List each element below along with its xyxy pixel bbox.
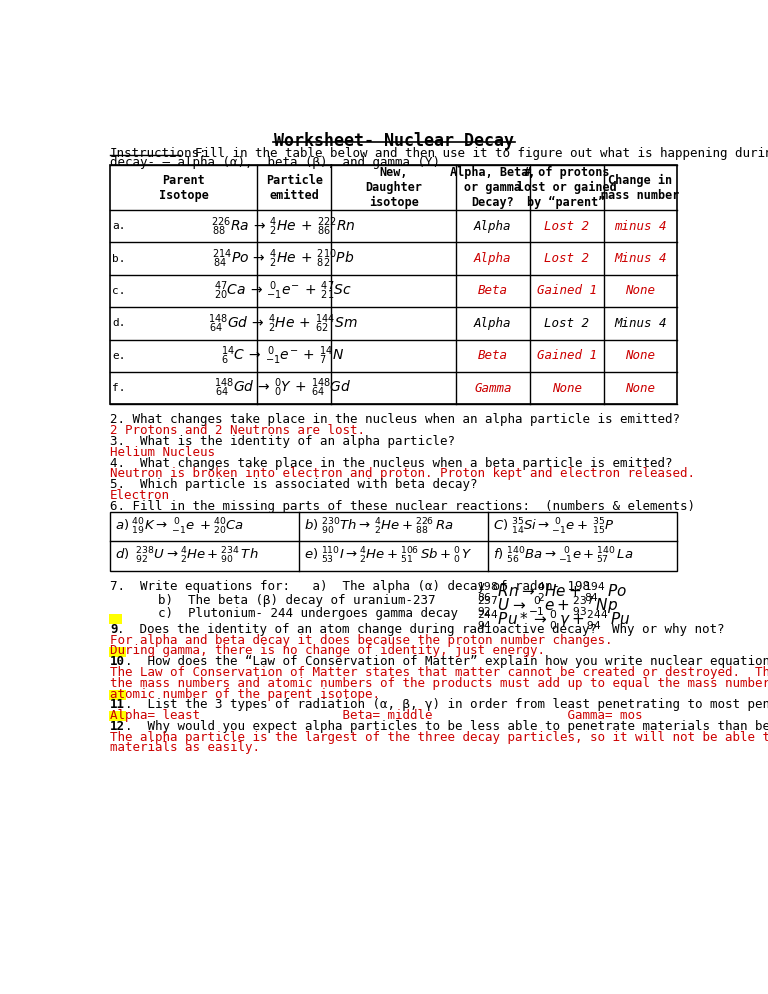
Text: .  How does the “Law of Conservation of Matter” explain how you write nuclear eq: . How does the “Law of Conservation of M… (125, 655, 768, 668)
Text: Alpha= least                   Beta= middle                  Gamma= mos: Alpha= least Beta= middle Gamma= mos (110, 709, 643, 722)
Text: 12: 12 (110, 720, 125, 733)
Text: None: None (625, 349, 655, 362)
Text: $b)\;_{90}^{230}Th\rightarrow\,_{2}^{4}He+_{88}^{226}\,Ra$: $b)\;_{90}^{230}Th\rightarrow\,_{2}^{4}H… (303, 517, 453, 537)
Text: 11: 11 (110, 699, 125, 712)
Text: $_{\, 64}^{148}Gd\,\rightarrow\,_{0}^{0}Y\,+\,_{64}^{148}Gd$: $_{\, 64}^{148}Gd\,\rightarrow\,_{0}^{0}… (214, 377, 352, 400)
Text: $_{\, 64}^{148}Gd\,\rightarrow\,_{2}^{4}He\,+\,_{62}^{144}Sm$: $_{\, 64}^{148}Gd\,\rightarrow\,_{2}^{4}… (208, 312, 358, 335)
Bar (109, 690, 126, 700)
Text: # of protons
lost or gained
by “parent”: # of protons lost or gained by “parent” (517, 166, 617, 210)
Text: 2. What changes take place in the nucleus when an alpha particle is emitted?: 2. What changes take place in the nucleu… (110, 414, 680, 426)
Text: Beta: Beta (478, 284, 508, 297)
Text: $_{92}^{237}U\rightarrow_{-1}^{\;\;0}e+_{93}^{237}\,Np$: $_{92}^{237}U\rightarrow_{-1}^{\;\;0}e+_… (477, 595, 618, 618)
Text: b.: b. (112, 253, 126, 263)
Text: 9: 9 (110, 623, 118, 636)
Text: materials as easily.: materials as easily. (110, 742, 260, 754)
Text: 10: 10 (110, 655, 125, 668)
Text: Instructions:: Instructions: (110, 147, 207, 160)
Text: 4.  What changes take place in the nucleus when a beta particle is emitted?: 4. What changes take place in the nucleu… (110, 456, 673, 469)
Text: Electron: Electron (110, 489, 170, 502)
Text: decay- – alpha (α),  beta (β), and gamma (Y): decay- – alpha (α), beta (β), and gamma … (110, 156, 440, 169)
Text: .  List the 3 types of radiation (α, β, γ) in order from least penetrating to mo: . List the 3 types of radiation (α, β, γ… (125, 699, 768, 712)
Bar (110, 165, 677, 405)
Text: d.: d. (112, 318, 126, 328)
Text: Alpha, Beta,
or gamma
Decay?: Alpha, Beta, or gamma Decay? (450, 166, 535, 210)
Text: Gained 1: Gained 1 (537, 284, 597, 297)
Text: $C)\;_{14}^{35}Si\rightarrow_{-1}^{\;0}e+\,_{15}^{35}P$: $C)\;_{14}^{35}Si\rightarrow_{-1}^{\;0}e… (493, 517, 614, 537)
Text: 2 Protons and 2 Neutrons are lost.: 2 Protons and 2 Neutrons are lost. (110, 424, 365, 437)
Text: f.: f. (112, 383, 126, 393)
Text: Change in
mass number: Change in mass number (601, 174, 680, 202)
Text: e.: e. (112, 351, 126, 361)
Text: minus 4: minus 4 (614, 220, 667, 233)
Text: atomic number of the parent isotope.: atomic number of the parent isotope. (110, 688, 380, 701)
Text: 3.  What is the identity of an alpha particle?: 3. What is the identity of an alpha part… (110, 435, 455, 448)
Text: Gained 1: Gained 1 (537, 349, 597, 362)
Text: Parent
Isotope: Parent Isotope (159, 174, 209, 202)
Text: $_{94}^{244}Pu*\rightarrow_{0}^{0}\,\gamma+_{94}^{244}\,Pu$: $_{94}^{244}Pu*\rightarrow_{0}^{0}\,\gam… (477, 609, 631, 632)
Text: None: None (625, 284, 655, 297)
Text: Lost 2: Lost 2 (544, 317, 589, 330)
Text: c)  Plutonium- 244 undergoes gamma decay: c) Plutonium- 244 undergoes gamma decay (158, 607, 458, 620)
Text: During gamma, there is no change of identity, just energy.: During gamma, there is no change of iden… (110, 644, 545, 657)
Text: Beta: Beta (478, 349, 508, 362)
Text: c.: c. (112, 286, 126, 296)
Bar (109, 614, 121, 624)
Text: None: None (551, 382, 581, 395)
Text: Alpha: Alpha (474, 252, 511, 265)
Text: $e)\;_{53}^{110}I\rightarrow_{2}^{4}He+_{51}^{106}\,Sb+_{0}^{0}\,Y$: $e)\;_{53}^{110}I\rightarrow_{2}^{4}He+_… (303, 546, 472, 566)
Text: Lost 2: Lost 2 (544, 252, 589, 265)
Text: Fill in the table below and then use it to figure out what is happening during e: Fill in the table below and then use it … (180, 147, 768, 160)
Text: a.: a. (112, 222, 126, 232)
Text: $_{\, 88}^{226}Ra\,\rightarrow\,_{2}^{4}He\,+\,_{86}^{222}Rn$: $_{\, 88}^{226}Ra\,\rightarrow\,_{2}^{4}… (210, 215, 356, 238)
Text: 7.  Write equations for:   a)  The alpha (α) decay of radon- 198: 7. Write equations for: a) The alpha (α)… (110, 580, 590, 592)
Text: New,
Daughter
isotope: New, Daughter isotope (365, 166, 422, 210)
Text: 5.  Which particle is associated with beta decay?: 5. Which particle is associated with bet… (110, 478, 478, 491)
Text: b)  The beta (β) decay of uranium-237: b) The beta (β) decay of uranium-237 (158, 593, 435, 606)
Text: Worksheet- Nuclear Decay: Worksheet- Nuclear Decay (273, 131, 514, 150)
Text: 6. Fill in the missing parts of these nuclear reactions:  (numbers & elements): 6. Fill in the missing parts of these nu… (110, 500, 695, 513)
Text: The alpha particle is the largest of the three decay particles, so it will not b: The alpha particle is the largest of the… (110, 731, 768, 744)
Text: $_{6}^{14}C\,\rightarrow\,_{-1}^{\;0}e^{-}\,+\,_{7}^{14}N$: $_{6}^{14}C\,\rightarrow\,_{-1}^{\;0}e^{… (221, 344, 345, 367)
Bar (109, 647, 126, 657)
Text: Lost 2: Lost 2 (544, 220, 589, 233)
Text: $f)\;_{56}^{140}Ba\rightarrow_{-1}^{\;\;0}e+_{57}^{140}\,La$: $f)\;_{56}^{140}Ba\rightarrow_{-1}^{\;\;… (493, 546, 634, 566)
Bar (109, 712, 126, 722)
Text: Minus 4: Minus 4 (614, 252, 667, 265)
Text: $a)\;_{19}^{40}K\rightarrow\,_{-1}^{\;0}e\;+_{20}^{40}Ca$: $a)\;_{19}^{40}K\rightarrow\,_{-1}^{\;0}… (114, 517, 243, 537)
Text: The Law of Conservation of Matter states that matter cannot be created or destro: The Law of Conservation of Matter states… (110, 666, 768, 679)
Text: $d)\;\;_{92}^{238}U\rightarrow_{2}^{4}He+_{90}^{234}\,Th$: $d)\;\;_{92}^{238}U\rightarrow_{2}^{4}He… (114, 546, 258, 566)
Text: .  Does the identity of an atom change during radioactive decay?  Why or why not: . Does the identity of an atom change du… (117, 623, 724, 636)
Text: $_{\, 84}^{214}Po\,\rightarrow\,_{2}^{4}He\,+\,_{82}^{210}Pb$: $_{\, 84}^{214}Po\,\rightarrow\,_{2}^{4}… (212, 248, 354, 270)
Text: None: None (625, 382, 655, 395)
Text: Gamma: Gamma (474, 382, 511, 395)
Text: .  Why would you expect alpha particles to be less able to penetrate materials t: . Why would you expect alpha particles t… (125, 720, 768, 733)
Text: $_{86}^{198}Rn\rightarrow_{2}^{4}He+_{84}^{194}\,Po$: $_{86}^{198}Rn\rightarrow_{2}^{4}He+_{84… (477, 581, 627, 604)
Text: Alpha: Alpha (474, 220, 511, 233)
Text: Alpha: Alpha (474, 317, 511, 330)
Bar (110, 512, 677, 571)
Text: Helium Nucleus: Helium Nucleus (110, 445, 215, 459)
Text: Minus 4: Minus 4 (614, 317, 667, 330)
Text: $_{20}^{47}Ca\,\rightarrow\,_{-1}^{\;0}e^{-}\,+\,_{21}^{47}Sc$: $_{20}^{47}Ca\,\rightarrow\,_{-1}^{\;0}e… (214, 279, 352, 302)
Text: For alpha and beta decay it does because the proton number changes.: For alpha and beta decay it does because… (110, 633, 612, 647)
Text: Particle
emitted: Particle emitted (266, 174, 323, 202)
Text: Neutron is broken into electron and proton. Proton kept and electron released.: Neutron is broken into electron and prot… (110, 467, 695, 480)
Text: the mass numbers and atomic numbers of the products must add up to equal the mas: the mass numbers and atomic numbers of t… (110, 677, 768, 690)
